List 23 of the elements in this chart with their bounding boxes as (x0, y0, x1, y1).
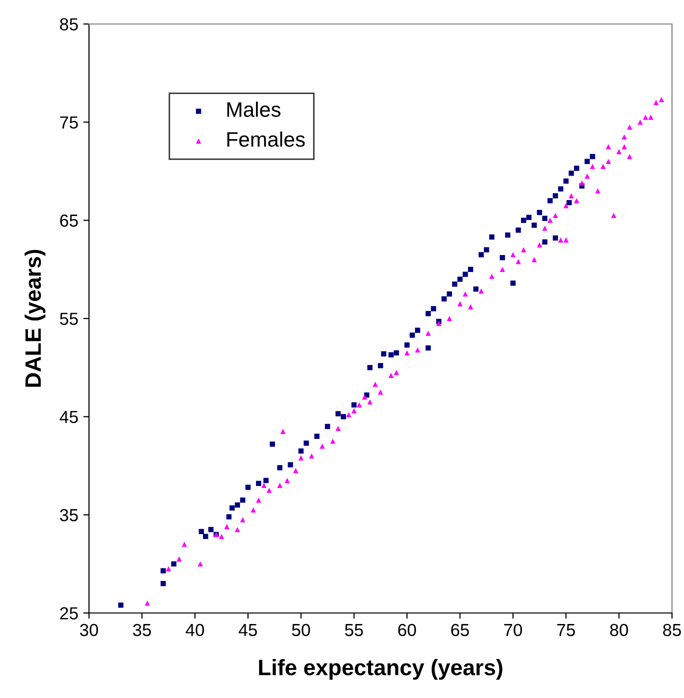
x-tick-label: 65 (451, 624, 469, 636)
y-tick-label: 65 (60, 214, 78, 227)
x-tick-label: 75 (557, 624, 575, 636)
x-tick-label: 40 (186, 624, 204, 636)
x-tick-label: 50 (292, 624, 310, 636)
y-tick-label: 25 (60, 607, 78, 620)
y-tick-label: 75 (60, 116, 78, 129)
y-tick-label: 55 (60, 312, 78, 325)
x-tick-label: 85 (663, 624, 681, 636)
x-axis-title: Life expectancy (years) (259, 659, 502, 680)
x-tick-label: 70 (504, 624, 522, 636)
y-tick-label: 35 (60, 509, 78, 522)
x-tick-label: 45 (238, 624, 257, 636)
legend-label: Males (227, 102, 280, 117)
x-tick-label: 55 (345, 624, 363, 636)
x-tick-label: 80 (610, 624, 628, 636)
x-tick-label: 35 (133, 624, 151, 636)
legend-label: Females (227, 131, 305, 147)
x-tick-label: 30 (80, 624, 98, 636)
x-tick-label: 60 (398, 624, 416, 636)
y-axis-title: DALE (years) (24, 250, 46, 387)
y-tick-label: 45 (60, 411, 78, 424)
y-tick-label: 85 (60, 18, 78, 30)
